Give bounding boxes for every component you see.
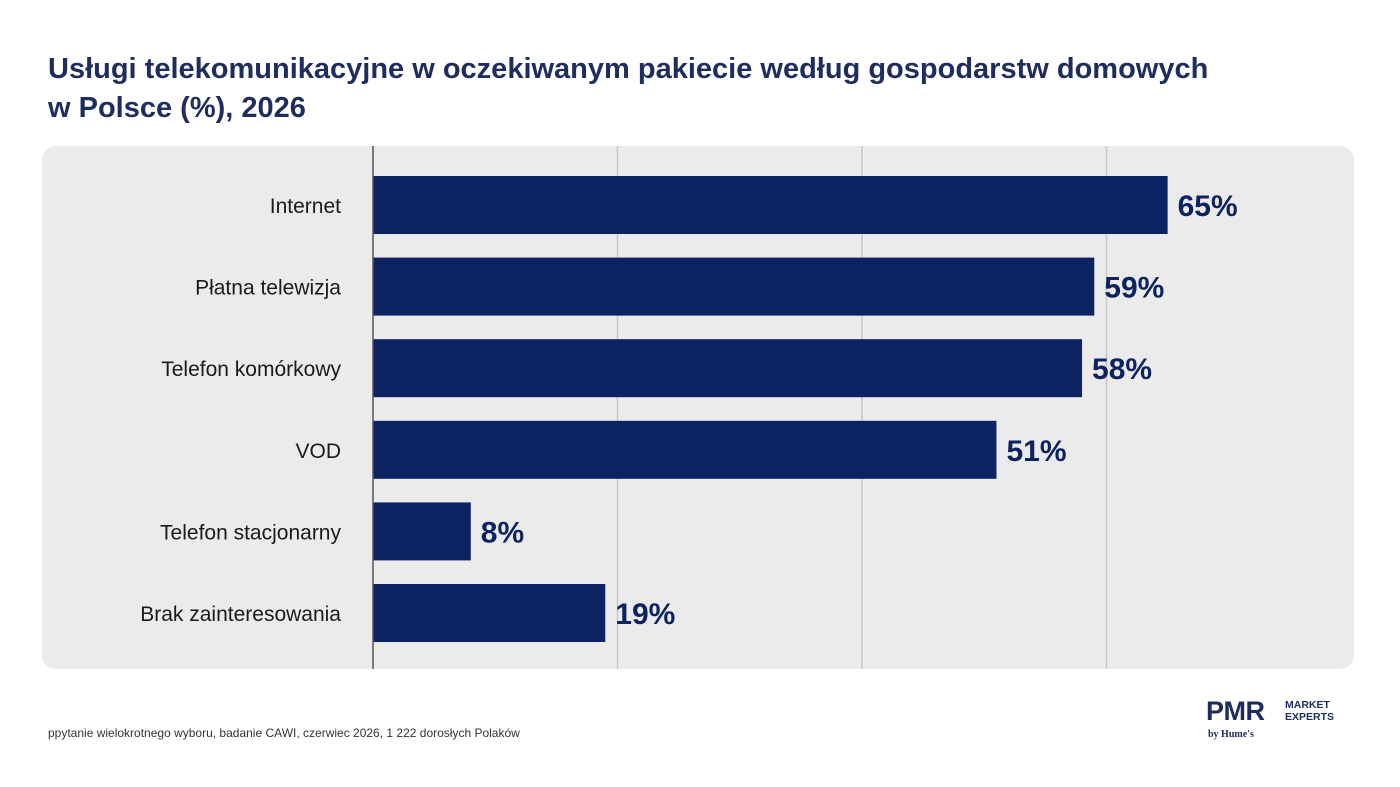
category-label: Telefon stacjonarny [160,521,341,544]
logo-subtitle-line-2: EXPERTS [1285,711,1335,723]
chart-title: Usługi telekomunikacyjne w oczekiwanym p… [48,50,1308,128]
logo-byline: by Hume's [1208,729,1254,740]
bar [373,176,1168,234]
category-label: Telefon komórkowy [161,358,341,381]
logo-subtitle-line-1: MARKET [1285,699,1330,711]
value-label: 51% [1006,435,1066,468]
bar [373,339,1083,398]
footnote: ppytanie wielokrotnego wyboru, badanie C… [48,726,520,740]
category-label: Płatna telewizja [195,277,341,300]
logo-brand: PMR [1206,696,1265,726]
category-label: VOD [295,440,341,463]
value-label: 58% [1092,353,1152,386]
category-label: Brak zainteresowania [140,603,341,626]
value-label: 59% [1104,272,1164,305]
bar [373,257,1095,316]
logo-subtitle: MARKET EXPERTS [1285,699,1355,723]
value-label: 8% [481,516,524,549]
value-label: 19% [615,598,675,631]
value-label: 65% [1178,190,1238,223]
chart-title-line-2: w Polsce (%), 2026 [48,92,306,124]
category-label: Internet [270,195,341,218]
bar [373,420,997,479]
bar [373,502,471,561]
bar [373,584,606,642]
chart-title-line-1: Usługi telekomunikacyjne w oczekiwanym p… [48,53,1209,85]
pmr-logo: PMR MARKET EXPERTS by Hume's [1206,696,1356,746]
